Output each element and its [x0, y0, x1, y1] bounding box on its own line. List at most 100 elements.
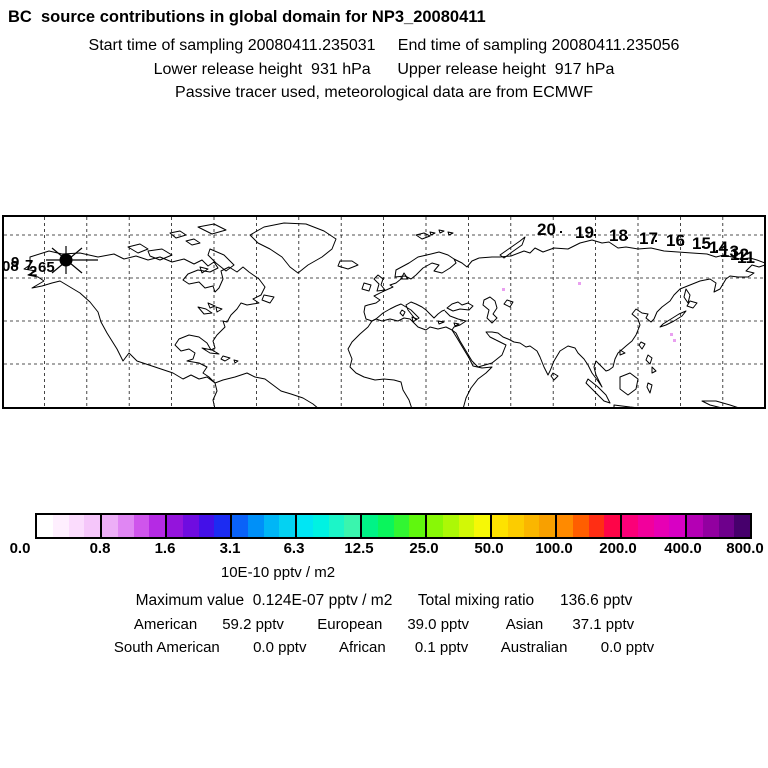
colorbar-cell [377, 515, 394, 537]
colorbar-cell [279, 515, 295, 537]
colorbar-cell [734, 515, 750, 537]
stats-maximum-line: Maximum value 0.124E-07 pptv / m2 Total … [135, 592, 633, 609]
colorbar-tick-label: 1.6 [154, 540, 176, 557]
colorbar-tick-label: 800.0 [726, 540, 764, 557]
sampling-times-line: Start time of sampling 20080411.235031 E… [88, 37, 680, 54]
colorbar-cell [458, 515, 475, 537]
tracer-info-line: Passive tracer used, meteorological data… [175, 84, 593, 101]
colorbar-cell [297, 515, 313, 537]
trajectory-dots [560, 231, 718, 252]
release-cluster-label: 2 [29, 263, 37, 280]
release-marker-star [46, 246, 98, 274]
trajectory-day-label: 17 [639, 229, 658, 248]
colorbar-tick-label: 100.0 [535, 540, 573, 557]
colorbar-cell [312, 515, 329, 537]
colorbar-segment [622, 515, 687, 537]
colorbar [35, 513, 752, 539]
colorbar-cell [702, 515, 719, 537]
colorbar-tick-label: 25.0 [409, 540, 439, 557]
colorbar-cell [557, 515, 573, 537]
colorbar-segment [492, 515, 557, 537]
colorbar-segment [102, 515, 167, 537]
colorbar-tick-labels: 0.0 0.8 1.6 3.1 6.3 12.5 25.0 50.0 100.0 200.0 400… [0, 540, 768, 558]
trajectory-day-label: 11 [737, 248, 755, 267]
colorbar-tick-label: 0.8 [89, 540, 111, 557]
world-map: 20 19 18 17 16 15 14 13 12 11 08 9 7 2 65 [2, 215, 766, 409]
coastlines [23, 222, 766, 409]
colorbar-segment [687, 515, 750, 537]
colorbar-cell [84, 515, 100, 537]
trajectory-day-label: 13 [720, 242, 739, 261]
colorbar-cell [669, 515, 685, 537]
colorbar-tick-label: 0.0 [9, 540, 31, 557]
colorbar-cell [182, 515, 199, 537]
colorbar-cell [167, 515, 183, 537]
stats-regions-line-1: American 59.2 pptv European 39.0 pptv As… [133, 616, 635, 633]
colorbar-cell [474, 515, 490, 537]
colorbar-cell [492, 515, 508, 537]
release-cluster-label: 65 [38, 259, 55, 276]
colorbar-cell [117, 515, 134, 537]
colorbar-cell [328, 515, 345, 537]
release-cluster-label: 9 [11, 254, 19, 271]
trajectory-day-label: 19 [575, 223, 594, 242]
colorbar-cell [622, 515, 638, 537]
colorbar-cell [718, 515, 735, 537]
colorbar-cell [393, 515, 410, 537]
colorbar-cell [362, 515, 378, 537]
trajectory-day-label: 12 [730, 245, 749, 264]
page-title: BC source contributions in global domain… [8, 8, 486, 26]
colorbar-cell [263, 515, 280, 537]
colorbar-segment [362, 515, 427, 537]
colorbar-cell [68, 515, 85, 537]
colorbar-cell [247, 515, 264, 537]
release-cluster-label: 08 [2, 258, 19, 275]
colorbar-segment [37, 515, 102, 537]
colorbar-cell [133, 515, 150, 537]
colorbar-cell [637, 515, 654, 537]
colorbar-cell [572, 515, 589, 537]
colorbar-cell [539, 515, 555, 537]
colorbar-units-label: 10E-10 pptv / m2 [220, 564, 336, 581]
colorbar-cell [653, 515, 670, 537]
trajectory-day-label: 16 [666, 231, 685, 250]
release-cluster-label: 7 [25, 257, 33, 274]
colorbar-segment [167, 515, 232, 537]
colorbar-cell [52, 515, 69, 537]
colorbar-cell [37, 515, 53, 537]
colorbar-cell [102, 515, 118, 537]
map-border [2, 215, 766, 409]
colorbar-tick-label: 12.5 [344, 540, 374, 557]
colorbar-tick-label: 400.0 [664, 540, 702, 557]
source-contribution-cells [502, 282, 676, 342]
colorbar-segment [232, 515, 297, 537]
colorbar-cell [588, 515, 605, 537]
colorbar-cell [442, 515, 459, 537]
trajectory-day-label: 18 [609, 226, 628, 245]
colorbar-segment [297, 515, 362, 537]
trajectory-day-label: 20 [537, 220, 556, 239]
trajectory-day-label: 14 [709, 238, 728, 257]
colorbar-segment [427, 515, 492, 537]
colorbar-cell [523, 515, 540, 537]
colorbar-cell [604, 515, 620, 537]
colorbar-cell [507, 515, 524, 537]
colorbar-tick-label: 6.3 [283, 540, 305, 557]
release-heights-line: Lower release height 931 hPa Upper relea… [153, 61, 615, 78]
colorbar-cell [149, 515, 165, 537]
colorbar-cell [198, 515, 215, 537]
stats-regions-line-2: South American 0.0 pptv African 0.1 pptv… [113, 639, 655, 656]
colorbar-cell [427, 515, 443, 537]
colorbar-tick-label: 3.1 [219, 540, 241, 557]
colorbar-cell [687, 515, 703, 537]
colorbar-tick-label: 200.0 [599, 540, 637, 557]
colorbar-cell [232, 515, 248, 537]
colorbar-tick-label: 50.0 [474, 540, 504, 557]
trajectory-day-label: 15 [692, 234, 711, 253]
colorbar-segment [557, 515, 622, 537]
colorbar-cell [344, 515, 360, 537]
colorbar-cell [214, 515, 230, 537]
colorbar-cell [409, 515, 425, 537]
